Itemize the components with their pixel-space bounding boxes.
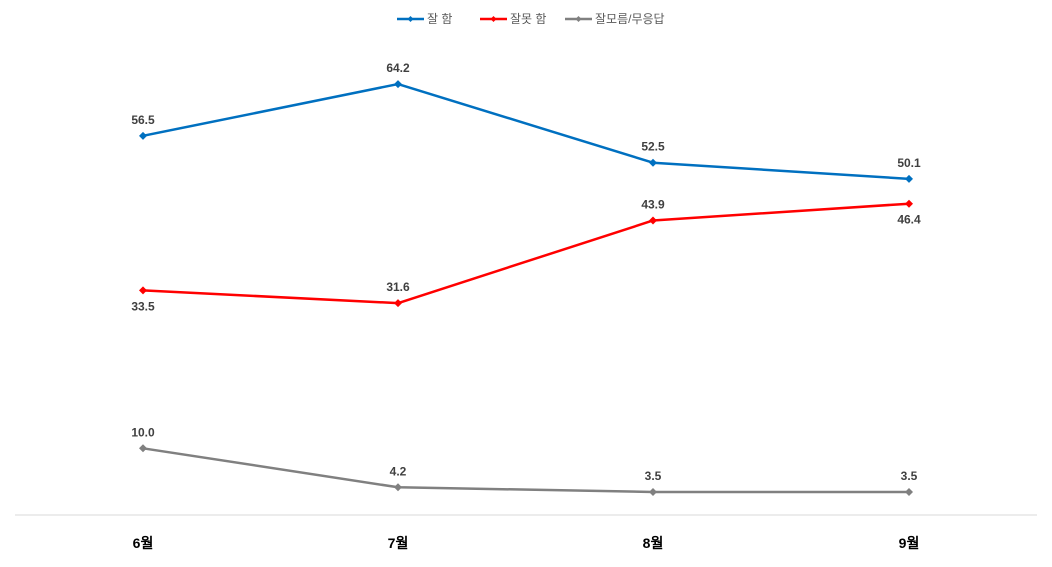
data-point-marker [649,487,657,496]
x-tick-label: 8월 [643,535,664,551]
data-point-marker [905,174,913,183]
x-tick-label: 6월 [133,535,154,551]
data-label: 46.4 [897,213,921,227]
data-point-marker [905,487,913,496]
series-line-0 [142,82,910,181]
series-line-1 [142,202,910,305]
data-label: 3.5 [901,469,918,483]
x-tick-label: 7월 [388,535,409,551]
data-label: 33.5 [131,299,155,313]
data-point-marker [139,444,147,453]
data-point-marker [649,158,657,167]
data-label: 43.9 [641,197,665,211]
legend-marker [575,16,582,22]
data-label: 50.1 [897,156,921,170]
legend-label: 잘모름/무응답 [595,12,665,26]
legend-marker [490,16,497,22]
data-point-marker [394,483,402,492]
data-point-marker [905,199,913,208]
data-label: 3.5 [645,469,662,483]
data-label: 4.2 [390,464,407,478]
data-point-marker [139,131,147,140]
x-tick-label: 9월 [899,535,920,551]
data-point-marker [139,286,147,295]
data-label: 52.5 [641,140,665,154]
data-point-marker [394,80,402,89]
legend-label: 잘 함 [427,12,452,26]
legend-label: 잘못 함 [510,12,546,26]
data-point-marker [649,216,657,225]
data-point-marker [394,299,402,308]
data-label: 56.5 [131,113,155,127]
series-line-2 [142,447,909,494]
legend-marker [407,16,414,22]
data-label: 10.0 [131,425,155,439]
data-label: 64.2 [386,61,410,75]
data-label: 31.6 [386,280,410,294]
